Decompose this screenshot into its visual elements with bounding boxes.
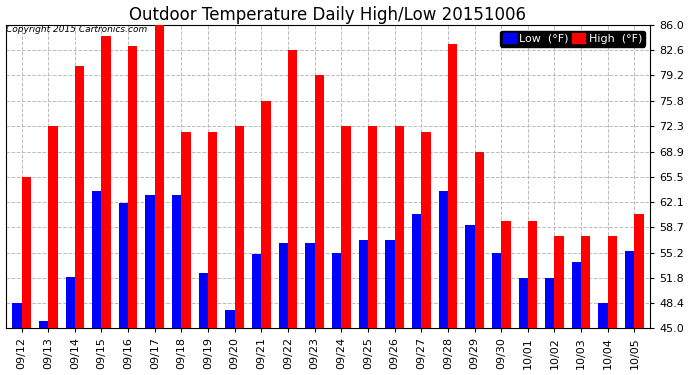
Bar <box>199 273 208 328</box>
Bar <box>226 310 235 328</box>
Bar <box>279 243 288 328</box>
Bar <box>101 36 111 328</box>
Bar <box>262 100 270 328</box>
Bar <box>439 192 448 328</box>
Bar <box>12 303 21 328</box>
Bar <box>306 243 315 328</box>
Bar <box>545 278 555 328</box>
Bar <box>572 262 581 328</box>
Bar <box>625 251 634 328</box>
Title: Outdoor Temperature Daily High/Low 20151006: Outdoor Temperature Daily High/Low 20151… <box>130 6 526 24</box>
Bar <box>181 132 190 328</box>
Bar <box>119 202 128 328</box>
Bar <box>492 253 501 328</box>
Bar <box>288 50 297 328</box>
Bar <box>146 195 155 328</box>
Bar <box>448 44 457 328</box>
Legend: Low  (°F), High  (°F): Low (°F), High (°F) <box>500 31 645 46</box>
Bar <box>385 240 395 328</box>
Bar <box>368 126 377 328</box>
Bar <box>48 126 57 328</box>
Bar <box>332 253 342 328</box>
Text: Copyright 2015 Cartronics.com: Copyright 2015 Cartronics.com <box>6 25 147 34</box>
Bar <box>172 195 181 328</box>
Bar <box>359 240 368 328</box>
Bar <box>155 25 164 328</box>
Bar <box>235 126 244 328</box>
Bar <box>21 177 31 328</box>
Bar <box>608 236 617 328</box>
Bar <box>528 221 538 328</box>
Bar <box>475 152 484 328</box>
Bar <box>208 132 217 328</box>
Bar <box>252 254 262 328</box>
Bar <box>598 303 608 328</box>
Bar <box>518 278 528 328</box>
Bar <box>634 214 644 328</box>
Bar <box>395 126 404 328</box>
Bar <box>581 236 591 328</box>
Bar <box>555 236 564 328</box>
Bar <box>315 75 324 328</box>
Bar <box>342 126 351 328</box>
Bar <box>422 132 431 328</box>
Bar <box>412 214 422 328</box>
Bar <box>501 221 511 328</box>
Bar <box>75 66 84 328</box>
Bar <box>128 46 137 328</box>
Bar <box>66 276 75 328</box>
Bar <box>39 321 48 328</box>
Bar <box>92 192 101 328</box>
Bar <box>465 225 475 328</box>
